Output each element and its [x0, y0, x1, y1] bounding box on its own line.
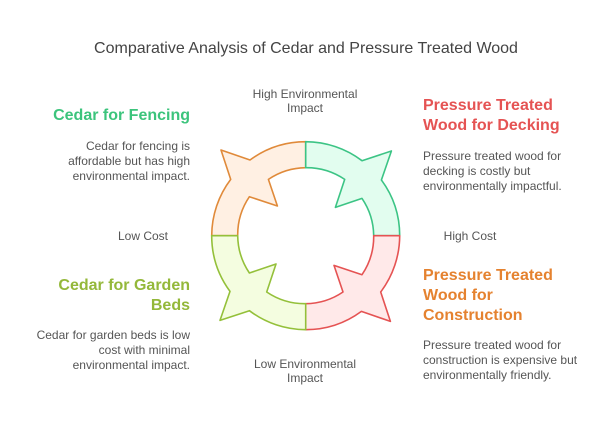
heading-cedar-fencing: Cedar for Fencing — [53, 106, 190, 126]
description-line: cost with minimal — [98, 343, 190, 357]
axis-line: Impact — [286, 101, 323, 115]
segment-bottom-right — [304, 234, 401, 331]
segment-top-right — [304, 140, 401, 237]
description-line: environmentally impactful. — [423, 179, 562, 193]
description-line: Cedar for fencing is — [85, 139, 190, 153]
segment-top-left — [210, 140, 307, 237]
description-pressure-treated-decking: Pressure treated wood for decking is cos… — [423, 149, 562, 194]
axis-label-low-environmental-impact: Low Environmental Impact — [230, 357, 380, 385]
axis-line: High Environmental — [252, 87, 358, 101]
heading-cedar-garden-beds: Cedar for Garden Beds — [58, 276, 190, 316]
description-pressure-treated-construction: Pressure treated wood for construction i… — [423, 338, 577, 383]
heading-line: Wood for — [423, 287, 493, 304]
description-line: environmental impact. — [72, 358, 190, 372]
heading-line: Construction — [423, 307, 523, 324]
heading-line: Wood for Decking — [423, 117, 560, 134]
axis-label-low-cost: Low Cost — [117, 229, 169, 243]
heading-line: Pressure Treated — [423, 267, 553, 284]
heading-pressure-treated-decking: Pressure Treated Wood for Decking — [423, 96, 560, 136]
heading-pressure-treated-construction: Pressure Treated Wood for Construction — [423, 266, 553, 326]
description-line: affordable but has high — [68, 154, 190, 168]
description-cedar-garden-beds: Cedar for garden beds is low cost with m… — [37, 328, 190, 373]
page-title: Comparative Analysis of Cedar and Pressu… — [94, 40, 518, 57]
axis-line: Impact — [286, 371, 323, 385]
axis-label-high-cost: High Cost — [443, 229, 497, 243]
description-line: environmental impact. — [72, 169, 190, 183]
heading-line: Beds — [150, 297, 190, 314]
heading-line: Cedar for Garden — [58, 277, 190, 294]
description-line: Pressure treated wood for — [423, 338, 562, 352]
description-cedar-fencing: Cedar for fencing is affordable but has … — [68, 139, 190, 184]
description-line: Cedar for garden beds is low — [36, 328, 190, 342]
axis-line: Low Environmental — [253, 357, 357, 371]
axis-label-high-environmental-impact: High Environmental Impact — [230, 87, 380, 115]
description-line: construction is expensive but — [423, 353, 578, 367]
heading-line: Pressure Treated — [423, 97, 553, 114]
segment-bottom-left — [210, 234, 307, 331]
description-line: Pressure treated wood for — [423, 149, 562, 163]
heading-line: Cedar for Fencing — [53, 107, 190, 124]
description-line: decking is costly but — [423, 164, 531, 178]
description-line: environmentally friendly. — [423, 368, 552, 382]
